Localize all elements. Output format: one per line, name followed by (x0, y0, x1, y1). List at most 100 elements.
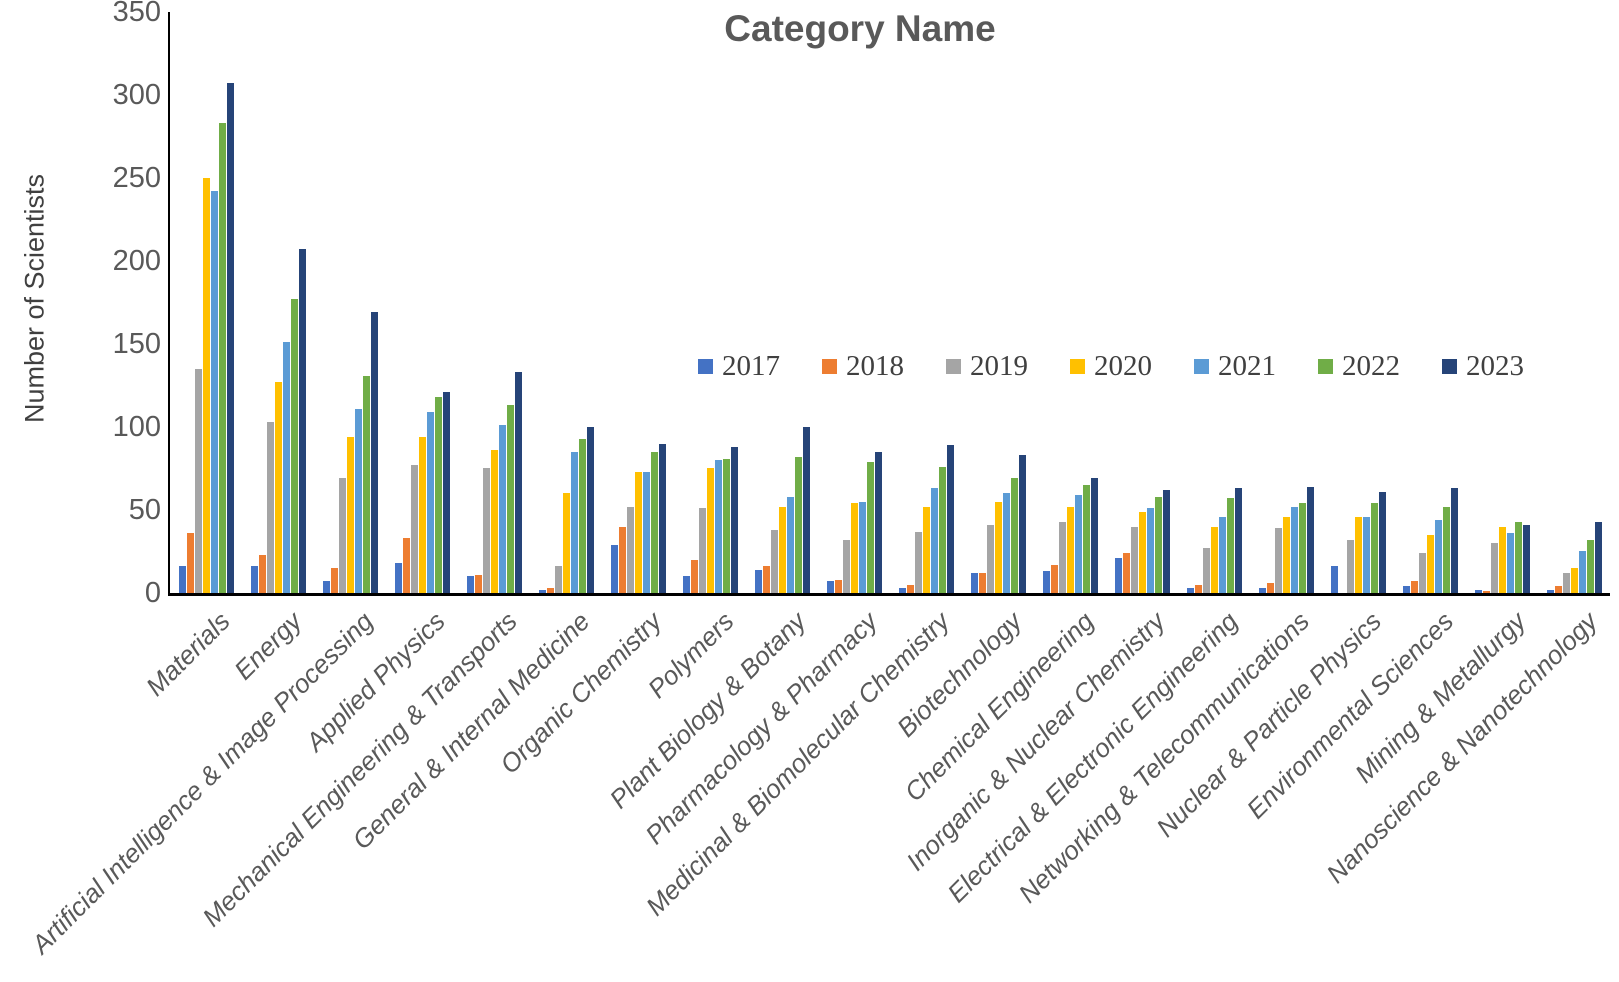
bar-2018-3 (330, 568, 338, 593)
bar-group-1 (170, 12, 242, 593)
legend-item-2018: 2018 (822, 350, 904, 383)
bar-2022-7 (650, 452, 658, 593)
bar-group-4 (386, 12, 458, 593)
y-tick-label-300: 300 (112, 79, 161, 111)
bar-2017-10 (826, 581, 834, 593)
bar-2018-5 (474, 575, 482, 593)
bar-2023-6 (586, 427, 594, 593)
bar-2021-14 (1146, 508, 1154, 593)
bar-2021-10 (858, 502, 866, 593)
bar-group-17 (1322, 12, 1394, 593)
bar-2019-13 (1058, 522, 1066, 593)
bar-2020-4 (418, 437, 426, 593)
bar-2018-16 (1266, 583, 1274, 593)
legend-swatch-2020 (1070, 359, 1085, 374)
bar-2020-7 (634, 472, 642, 593)
bar-2022-3 (362, 376, 370, 593)
bar-2023-9 (802, 427, 810, 593)
bar-2019-15 (1202, 548, 1210, 593)
bar-2020-13 (1066, 507, 1074, 593)
bar-2018-13 (1050, 565, 1058, 593)
bar-2022-18 (1442, 507, 1450, 593)
legend-swatch-2017 (698, 359, 713, 374)
bar-2018-11 (906, 585, 914, 593)
bar-2017-15 (1186, 588, 1194, 593)
legend-label: 2023 (1466, 350, 1524, 382)
bar-2019-7 (626, 507, 634, 593)
bar-2023-19 (1522, 525, 1530, 593)
bar-2020-12 (994, 502, 1002, 593)
bar-2021-19 (1506, 533, 1514, 593)
bar-group-8 (674, 12, 746, 593)
bar-2022-17 (1370, 503, 1378, 593)
bar-2019-9 (770, 530, 778, 593)
bar-2017-5 (466, 576, 474, 593)
bar-2021-7 (642, 472, 650, 593)
bar-2018-1 (186, 533, 194, 593)
bar-2022-16 (1298, 503, 1306, 593)
bar-2019-4 (410, 465, 418, 593)
bar-2022-9 (794, 457, 802, 593)
bar-2017-11 (898, 588, 906, 593)
bar-2017-7 (610, 545, 618, 593)
bar-groups-container (170, 12, 1610, 593)
y-axis-title: Number of Scientists (19, 173, 50, 424)
bar-2021-5 (498, 425, 506, 593)
bar-2022-2 (290, 299, 298, 593)
bar-2017-17 (1330, 566, 1338, 593)
bar-2022-12 (1010, 478, 1018, 593)
bar-group-2 (242, 12, 314, 593)
bar-2017-1 (178, 566, 186, 593)
legend-item-2021: 2021 (1194, 350, 1276, 383)
bar-2020-18 (1426, 535, 1434, 593)
bar-2023-3 (370, 312, 378, 593)
bar-2023-1 (226, 83, 234, 593)
bar-2022-15 (1226, 498, 1234, 593)
y-tick-label-250: 250 (112, 162, 161, 194)
bar-2018-14 (1122, 553, 1130, 593)
bar-2022-6 (578, 439, 586, 593)
bar-2018-4 (402, 538, 410, 593)
bar-2017-12 (970, 573, 978, 593)
bar-2022-19 (1514, 522, 1522, 593)
legend-swatch-2019 (946, 359, 961, 374)
bar-2018-12 (978, 573, 986, 593)
bar-2017-14 (1114, 558, 1122, 593)
bar-2021-12 (1002, 493, 1010, 593)
bar-group-7 (602, 12, 674, 593)
bar-2019-18 (1418, 553, 1426, 593)
bar-2020-5 (490, 450, 498, 593)
bar-2021-11 (930, 488, 938, 593)
bar-2023-2 (298, 249, 306, 593)
bar-2020-6 (562, 493, 570, 593)
category-label: Biotechnology (890, 606, 1028, 743)
legend-swatch-2023 (1442, 359, 1457, 374)
bar-2019-10 (842, 540, 850, 593)
bar-2018-18 (1410, 581, 1418, 593)
bar-2021-8 (714, 460, 722, 593)
y-tick-label-100: 100 (112, 411, 161, 443)
bar-2022-13 (1082, 485, 1090, 593)
legend-item-2019: 2019 (946, 350, 1028, 383)
bar-group-5 (458, 12, 530, 593)
bar-2017-13 (1042, 571, 1050, 593)
bar-2021-20 (1578, 551, 1586, 593)
bar-2022-20 (1586, 540, 1594, 593)
bar-2020-17 (1354, 517, 1362, 593)
legend-label: 2020 (1094, 350, 1152, 382)
bar-2021-15 (1218, 517, 1226, 593)
bar-2021-4 (426, 412, 434, 593)
bar-group-18 (1394, 12, 1466, 593)
bar-group-12 (962, 12, 1034, 593)
bar-group-14 (1106, 12, 1178, 593)
bar-2020-19 (1498, 527, 1506, 593)
bar-2019-19 (1490, 543, 1498, 593)
bar-2019-2 (266, 422, 274, 593)
bar-2017-18 (1402, 586, 1410, 593)
bar-2017-9 (754, 570, 762, 593)
bar-2023-4 (442, 392, 450, 593)
bar-2018-2 (258, 555, 266, 593)
bar-2017-20 (1546, 590, 1554, 593)
bar-2021-3 (354, 409, 362, 593)
